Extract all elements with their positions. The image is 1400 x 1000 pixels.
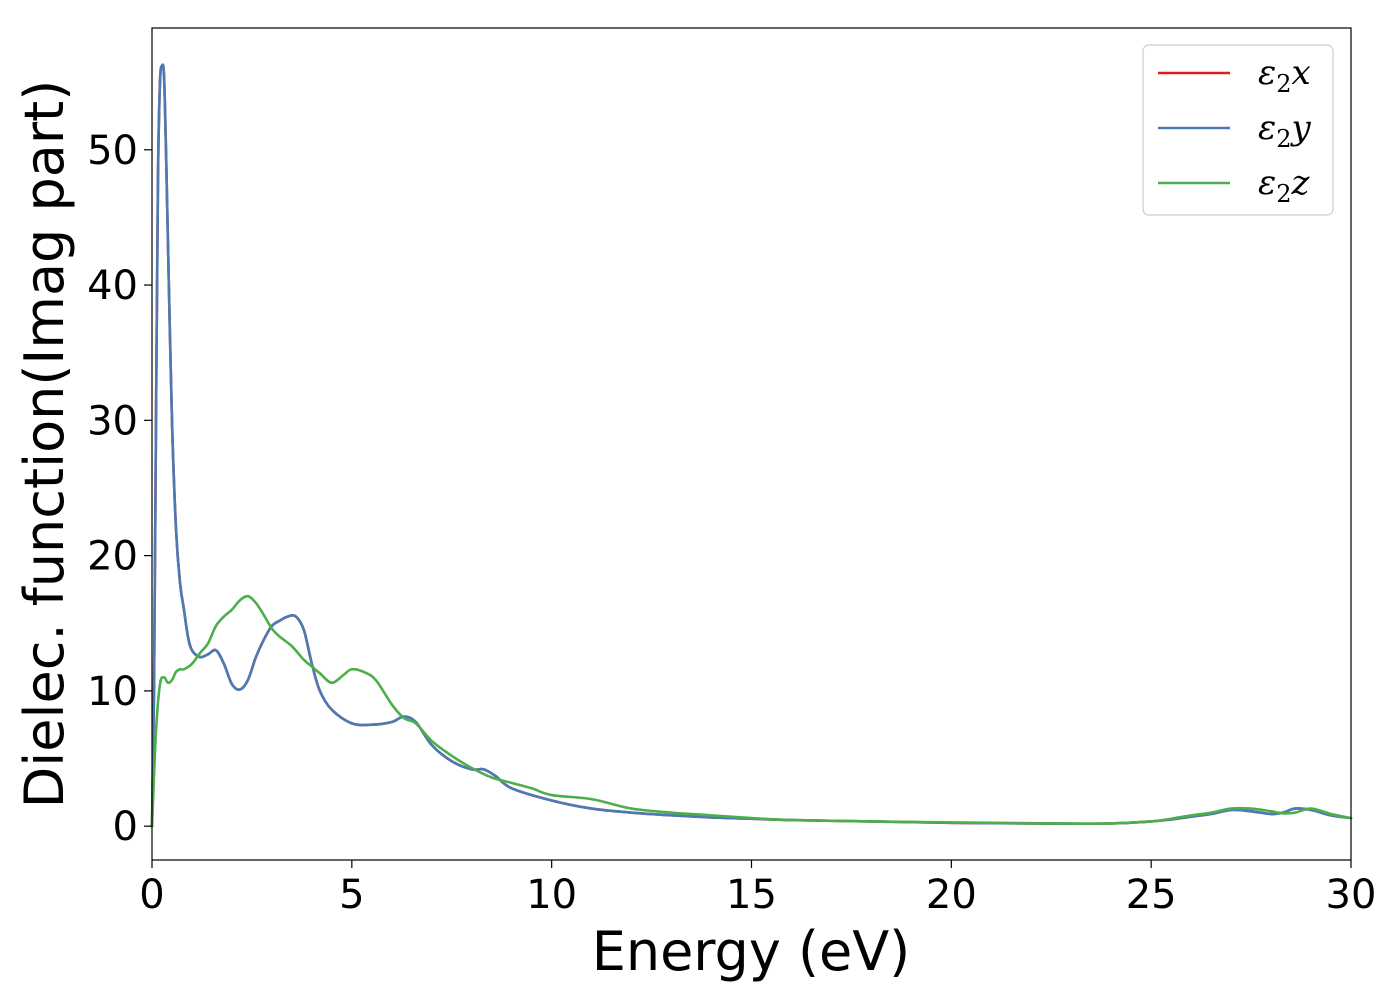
x-tick-label: 30 xyxy=(1326,872,1377,918)
legend-box xyxy=(1142,44,1334,216)
x-axis-label: Energy (eV) xyxy=(592,920,911,983)
legend-label-y: ε2y xyxy=(1258,108,1312,153)
x-tick-label: 20 xyxy=(926,872,977,918)
x-axis-ticks: 0 5 10 15 20 25 30 xyxy=(139,860,1376,918)
legend: ε2x ε2y ε2z xyxy=(1142,44,1334,216)
y-axis-label: Dielec. function(Imag part) xyxy=(13,80,76,809)
y-tick-label: 40 xyxy=(87,263,138,309)
y-tick-label: 0 xyxy=(113,804,138,850)
y-tick-label: 30 xyxy=(87,398,138,444)
y-tick-label: 50 xyxy=(87,128,138,174)
x-tick-label: 5 xyxy=(339,872,364,918)
x-tick-label: 15 xyxy=(726,872,777,918)
series-line-z xyxy=(150,594,1353,828)
legend-label-z: ε2z xyxy=(1258,163,1311,208)
x-tick-label: 10 xyxy=(526,872,577,918)
x-tick-label: 25 xyxy=(1126,872,1177,918)
y-tick-label: 20 xyxy=(87,534,138,580)
x-tick-label: 0 xyxy=(139,872,164,918)
series-layer xyxy=(150,63,1353,828)
y-tick-label: 10 xyxy=(87,669,138,715)
y-axis-ticks: 0 10 20 30 40 50 xyxy=(87,128,152,850)
legend-label-x: ε2x xyxy=(1258,53,1311,98)
